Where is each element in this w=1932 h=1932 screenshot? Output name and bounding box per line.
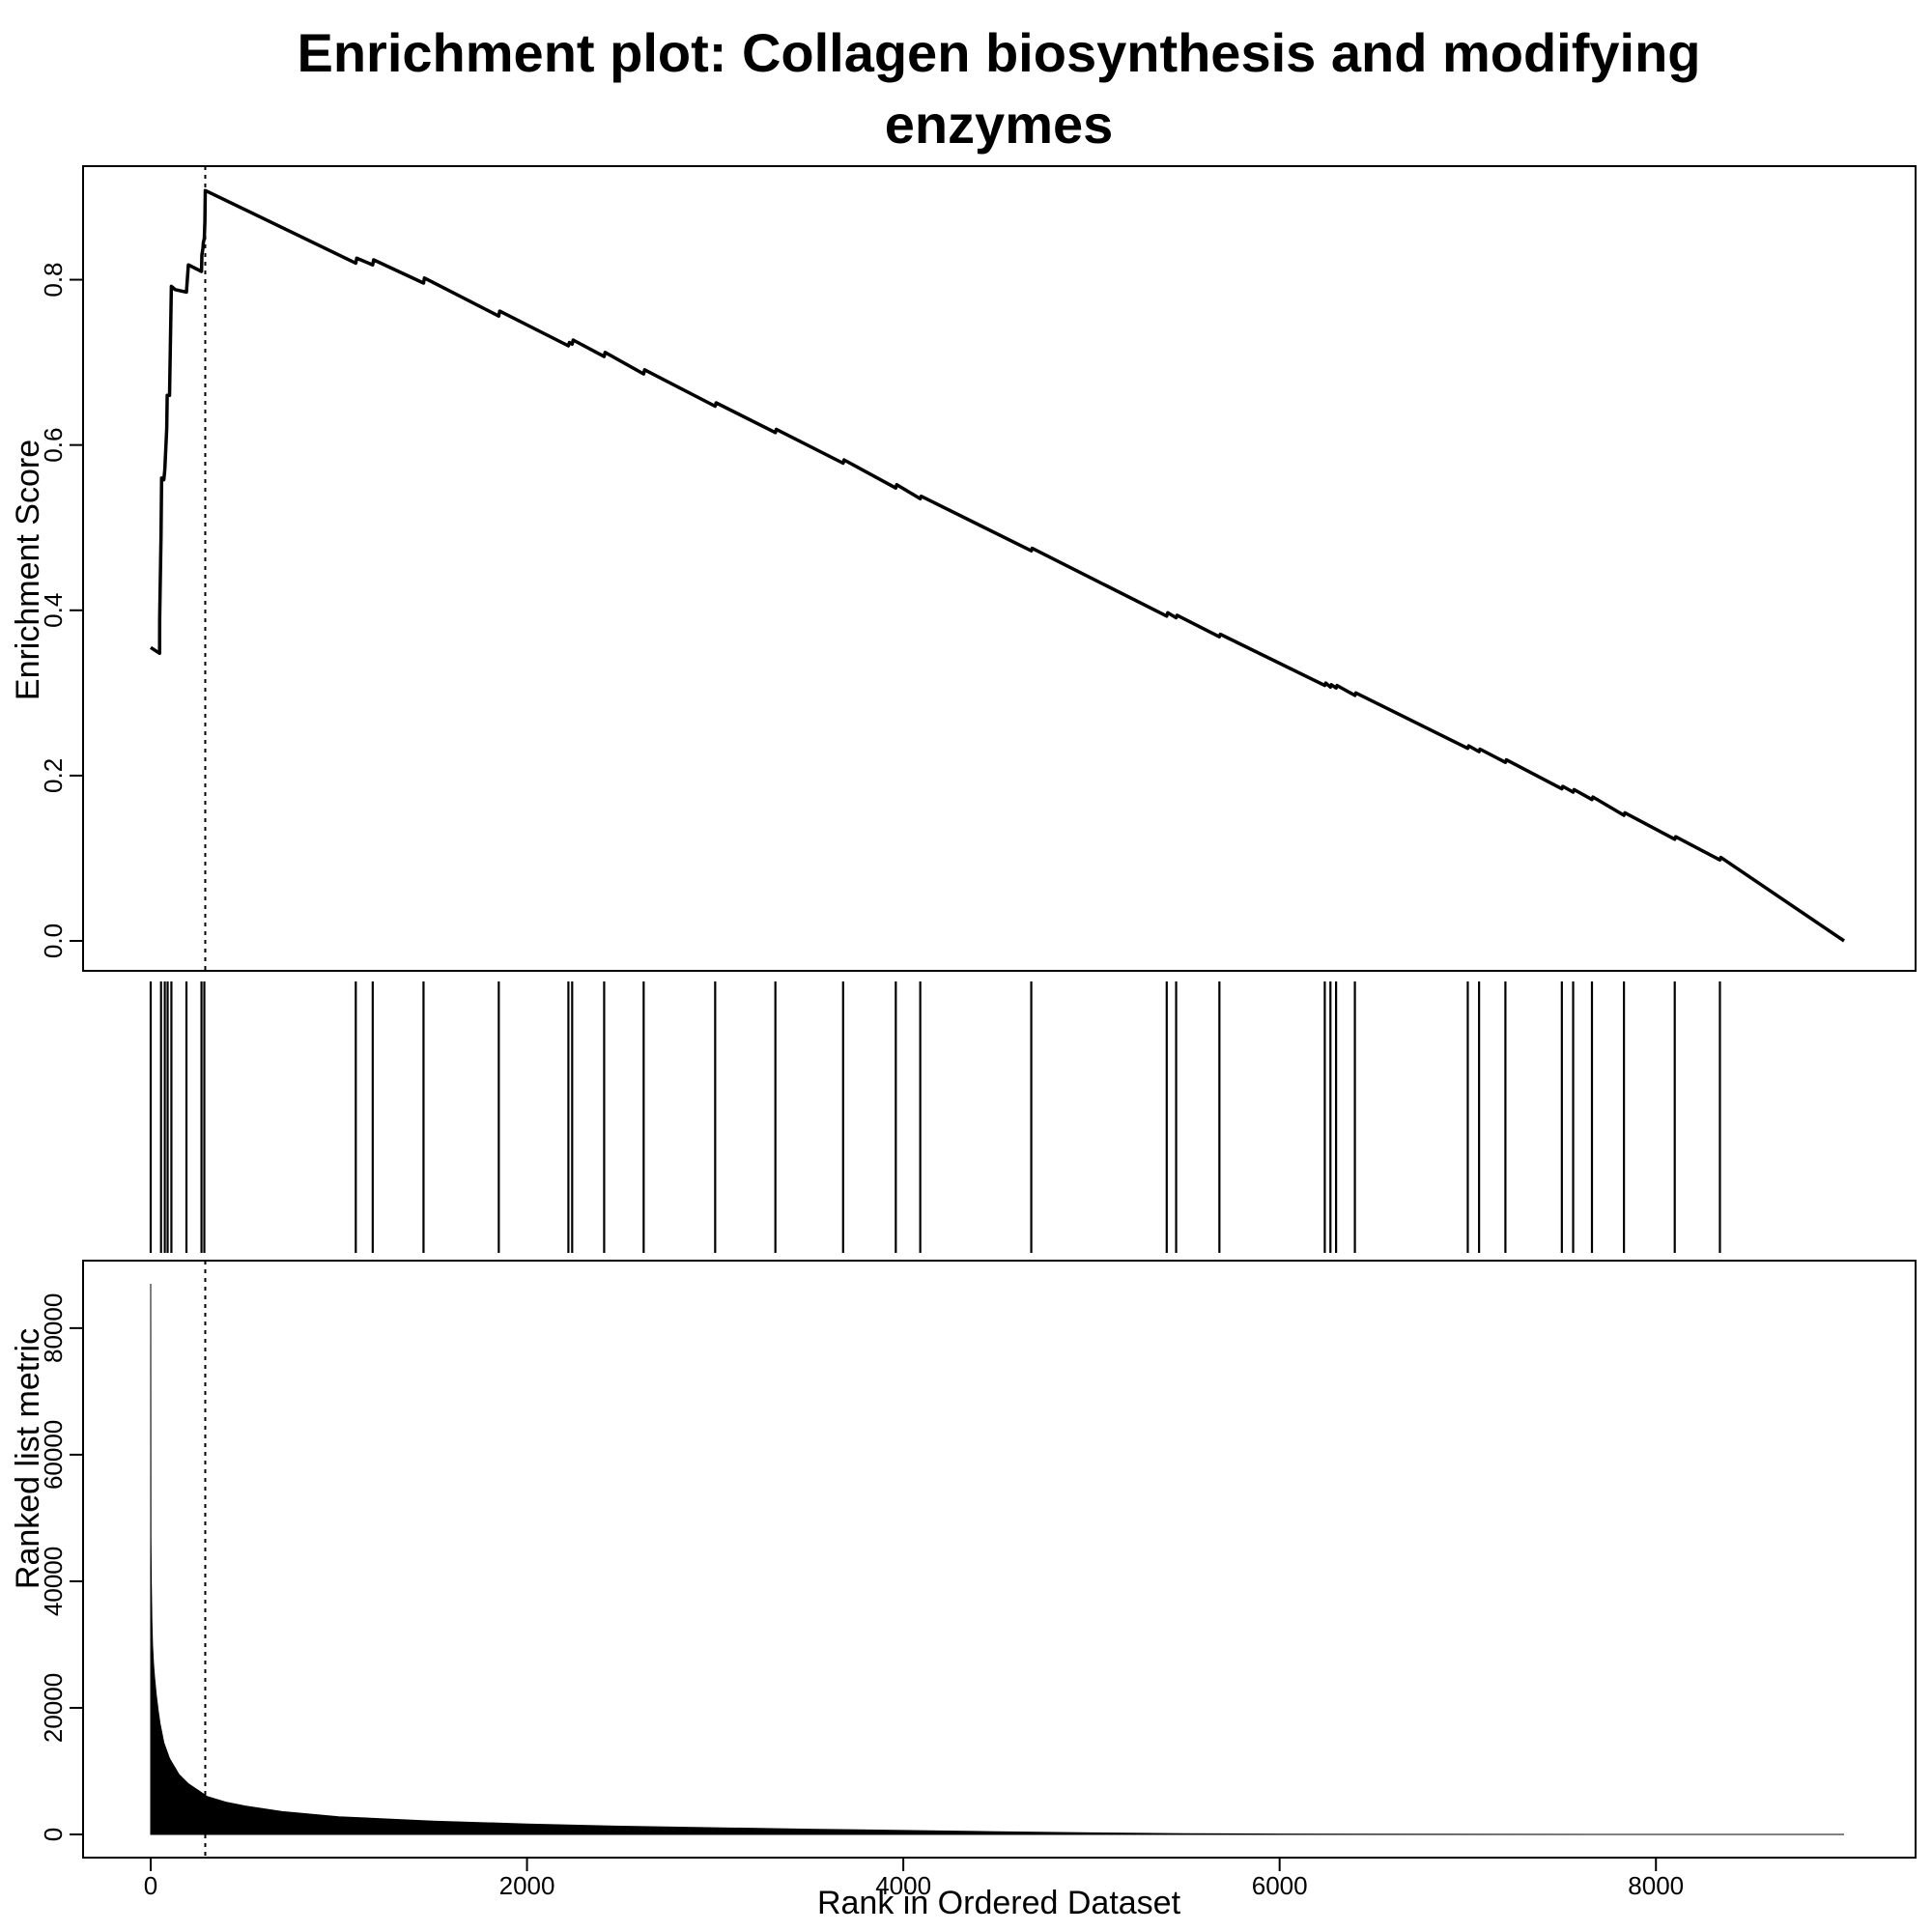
- rank-x-label: Rank in Ordered Dataset: [817, 1885, 1181, 1921]
- plot-title-line-1: Enrichment plot: Collagen biosynthesis a…: [297, 22, 1701, 83]
- y-tick-label: 0.4: [39, 593, 68, 628]
- y-tick-label: 40000: [39, 1547, 68, 1616]
- enrichment-score-panel: 0.0 0.2 0.4 0.6 0.8 Enrichment Score: [10, 165, 1917, 972]
- ranked-list-y-axis: 0 20000 40000 60000 80000: [39, 1293, 83, 1841]
- y-tick-label: 0.8: [39, 262, 68, 297]
- y-tick-label: 20000: [39, 1673, 68, 1743]
- plot-title-line-2: enzymes: [884, 94, 1114, 155]
- ranked-list-metric-area: [150, 1283, 1844, 1835]
- enrichment-score-frame: [82, 165, 1917, 972]
- enrichment-score-line: [150, 188, 1845, 943]
- y-tick-label: 60000: [39, 1420, 68, 1490]
- ranked-list-y-label: Ranked list metric: [10, 1328, 46, 1589]
- plot-title: Enrichment plot: Collagen biosynthesis a…: [0, 17, 1932, 160]
- x-tick-label: 2000: [499, 1871, 555, 1900]
- enrichment-score-y-label: Enrichment Score: [10, 440, 46, 700]
- ranked-list-frame: [82, 1260, 1917, 1859]
- rank-x-axis: 0 2000 4000 6000 8000: [144, 1858, 1684, 1900]
- y-tick-label: 0: [39, 1828, 68, 1841]
- y-tick-label: 80000: [39, 1293, 68, 1363]
- enrichment-score-y-axis: 0.0 0.2 0.4 0.6 0.8: [39, 262, 83, 958]
- x-tick-label: 4000: [875, 1871, 931, 1900]
- x-tick-label: 6000: [1252, 1871, 1308, 1900]
- gene-hits-panel: [149, 981, 1721, 1253]
- x-tick-label: 0: [144, 1871, 157, 1900]
- x-tick-label: 8000: [1628, 1871, 1684, 1900]
- y-tick-label: 0.0: [39, 923, 68, 958]
- y-tick-label: 0.6: [39, 428, 68, 463]
- y-tick-label: 0.2: [39, 758, 68, 793]
